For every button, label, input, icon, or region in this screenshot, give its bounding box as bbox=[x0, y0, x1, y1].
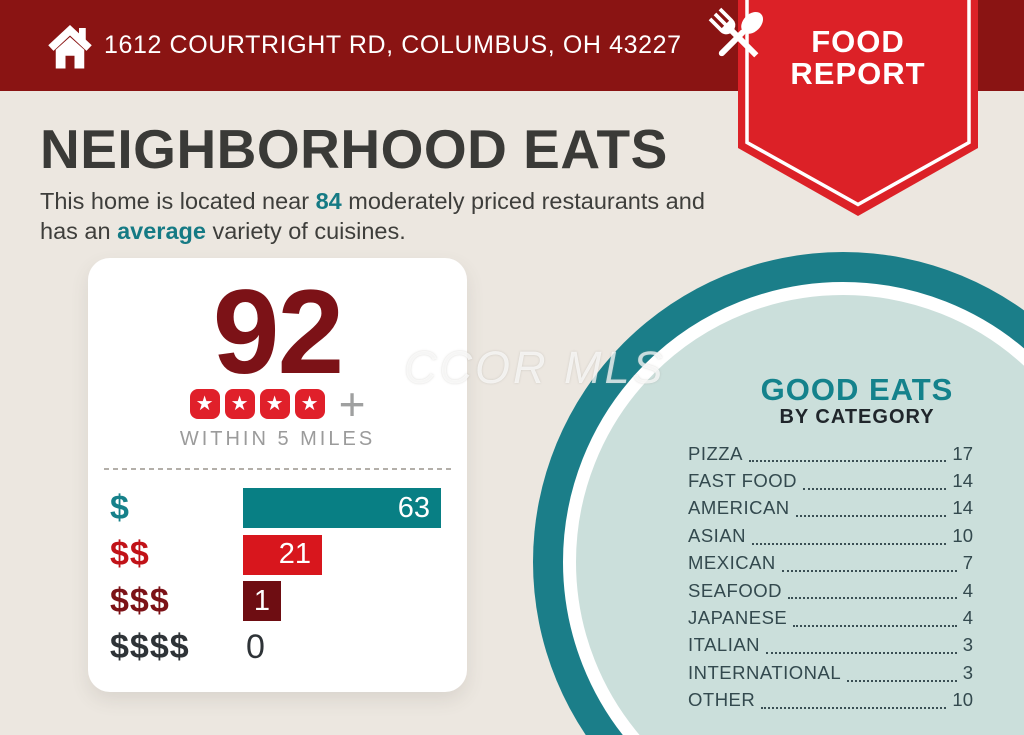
bar-value: 63 bbox=[397, 491, 430, 524]
bar: 63 bbox=[243, 488, 441, 528]
spoon-fork-icon bbox=[708, 7, 764, 58]
list-item: SEAFOOD 4 bbox=[688, 577, 973, 604]
bar-row-three-dollar: $$$ 1 bbox=[88, 581, 467, 621]
property-address: 1612 COURTRIGHT RD, COLUMBUS, OH 43227 bbox=[104, 31, 682, 59]
category-name: ITALIAN bbox=[688, 634, 761, 656]
list-item: OTHER 10 bbox=[688, 687, 973, 714]
price-label: $ bbox=[110, 488, 130, 527]
category-value: 14 bbox=[952, 470, 973, 492]
star-icon: ★ bbox=[224, 389, 255, 419]
category-value: 3 bbox=[962, 634, 973, 656]
variety-highlight: average bbox=[117, 218, 206, 244]
category-value: 3 bbox=[962, 661, 973, 683]
dot-leader bbox=[795, 515, 947, 518]
home-icon bbox=[48, 25, 92, 69]
bar-value: 21 bbox=[278, 538, 311, 570]
price-label: $$$ bbox=[110, 581, 170, 620]
subtitle-line2: has an average variety of cuisines. bbox=[40, 218, 406, 244]
dot-leader bbox=[787, 597, 957, 600]
star-icon: ★ bbox=[259, 389, 290, 419]
category-value: 4 bbox=[962, 579, 973, 601]
good-eats-title: GOOD EATS bbox=[760, 372, 954, 407]
list-item: MEXICAN 7 bbox=[688, 550, 973, 577]
list-item: PIZZA 17 bbox=[688, 440, 973, 467]
list-item: ASIAN 10 bbox=[688, 522, 973, 549]
category-value: 4 bbox=[962, 607, 973, 629]
bar-row-one-dollar: $ 63 bbox=[88, 488, 467, 528]
dot-leader bbox=[761, 706, 947, 709]
category-name: ASIAN bbox=[688, 524, 747, 546]
ribbon-title-line2: REPORT bbox=[790, 56, 926, 91]
category-value: 10 bbox=[952, 524, 973, 546]
price-level-bar-chart: $ 63 $$ 21 $$$ 1 $$$$ 0 bbox=[88, 488, 467, 674]
price-label: $$ bbox=[110, 535, 150, 573]
restaurant-count: 84 bbox=[315, 188, 342, 214]
dot-leader bbox=[847, 679, 957, 682]
page-subtitle: This home is located near 84 moderately … bbox=[40, 186, 740, 246]
food-report-ribbon: FOOD REPORT bbox=[708, 0, 978, 217]
score-card: 92 ★ ★ ★ ★ + WITHIN 5 MILES $ 63 $$ 21 $… bbox=[88, 258, 467, 692]
bar-value: 1 bbox=[253, 584, 270, 617]
list-item: AMERICAN 14 bbox=[688, 495, 973, 522]
price-label: $$$$ bbox=[110, 628, 190, 666]
list-item: JAPANESE 4 bbox=[688, 604, 973, 631]
category-name: PIZZA bbox=[688, 442, 743, 464]
list-item: INTERNATIONAL 3 bbox=[688, 659, 973, 686]
bar-row-two-dollar: $$ 21 bbox=[88, 534, 467, 575]
radius-label: WITHIN 5 MILES bbox=[179, 428, 376, 450]
category-value: 7 bbox=[962, 552, 973, 574]
star-rating: ★ ★ ★ ★ + bbox=[88, 378, 467, 430]
category-value: 10 bbox=[952, 689, 973, 711]
category-name: INTERNATIONAL bbox=[688, 661, 842, 683]
dashed-divider bbox=[104, 468, 451, 470]
category-name: OTHER bbox=[688, 689, 756, 711]
bar-row-four-dollar: $$$$ 0 bbox=[88, 628, 467, 668]
dot-leader bbox=[766, 652, 957, 655]
category-value: 17 bbox=[952, 442, 973, 464]
dot-leader bbox=[752, 542, 947, 545]
dot-leader bbox=[781, 569, 957, 572]
dot-leader bbox=[803, 487, 947, 490]
ribbon-title-line1: FOOD bbox=[811, 24, 905, 59]
subtitle-line1: This home is located near 84 moderately … bbox=[40, 188, 705, 214]
dot-leader bbox=[793, 624, 957, 627]
category-name: MEXICAN bbox=[688, 552, 776, 574]
category-name: FAST FOOD bbox=[688, 470, 798, 492]
bar: 1 bbox=[243, 581, 281, 621]
list-item: FAST FOOD 14 bbox=[688, 467, 973, 494]
bar-value: 0 bbox=[246, 628, 265, 666]
dot-leader bbox=[748, 460, 947, 463]
category-name: SEAFOOD bbox=[688, 579, 782, 601]
star-icon: ★ bbox=[189, 389, 220, 419]
restaurant-score: 92 bbox=[212, 265, 344, 399]
category-value: 14 bbox=[952, 497, 973, 519]
category-list: PIZZA 17 FAST FOOD 14 AMERICAN 14 ASIAN 10 M… bbox=[688, 440, 973, 714]
star-icon: ★ bbox=[294, 389, 325, 419]
category-name: AMERICAN bbox=[688, 497, 790, 519]
list-item: ITALIAN 3 bbox=[688, 632, 973, 659]
page-title: NEIGHBORHOOD EATS bbox=[40, 118, 668, 180]
bar: 21 bbox=[243, 534, 322, 575]
plus-icon: + bbox=[338, 378, 366, 430]
category-name: JAPANESE bbox=[688, 607, 788, 629]
ribbon-shape bbox=[738, 0, 978, 216]
good-eats-subtitle: BY CATEGORY bbox=[779, 406, 935, 428]
